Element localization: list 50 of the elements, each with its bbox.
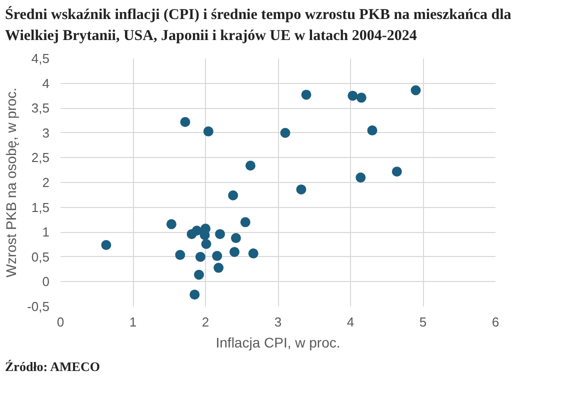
text: Źródło: AMECO	[5, 358, 100, 376]
y-tick-label: 2	[42, 174, 50, 190]
point	[215, 228, 225, 239]
point	[356, 172, 366, 182]
point	[280, 128, 290, 138]
point	[201, 238, 212, 249]
point	[214, 262, 224, 273]
point	[101, 240, 112, 250]
point	[296, 184, 306, 194]
point	[180, 116, 190, 127]
y-tick-label: 2,5	[31, 150, 50, 166]
point	[301, 90, 312, 100]
point	[248, 248, 258, 258]
point	[190, 289, 200, 300]
chart-title: Średni wskaźnik inflacji (CPI) i średnie tempo wzrostu PKB na mieszkańca dla Wielkiej Brytanii, USA, Japonii i krajów UE w latach 2004-2024	[5, 5, 512, 46]
point	[392, 166, 402, 176]
point	[228, 190, 238, 200]
x-tick-label: 4	[346, 314, 354, 330]
point	[367, 125, 378, 136]
y-tick-label: 0,5	[31, 249, 50, 264]
point	[245, 160, 256, 170]
y-tick-label: -0,5	[27, 298, 50, 314]
point	[348, 90, 358, 101]
y-axis-title: Wzrost PKB na osobę, w proc.	[3, 87, 20, 278]
point	[356, 92, 366, 103]
x-axis-title: Inflacja CPI, w proc.	[216, 334, 340, 350]
x-tick-label: 5	[419, 314, 427, 330]
y-tick-label: 3	[42, 125, 50, 140]
y-tick-label: 4	[42, 76, 50, 91]
point	[195, 252, 206, 262]
y-tick-label: 3,5	[31, 100, 50, 116]
x-tick-label: 1	[129, 314, 137, 330]
point	[166, 219, 176, 229]
point	[240, 217, 250, 228]
y-tick-label: 0	[42, 274, 50, 290]
point	[203, 126, 214, 136]
point	[194, 270, 204, 280]
point	[175, 250, 186, 260]
point	[212, 250, 222, 261]
x-tick-label: 2	[202, 314, 210, 330]
y-tick-label: 4,5	[31, 50, 50, 66]
point	[410, 85, 421, 96]
x-tick-label: 0	[56, 314, 64, 330]
y-tick-label: 1,5	[31, 200, 50, 215]
x-tick-label: 3	[274, 314, 282, 330]
x-tick-label: 6	[492, 314, 500, 330]
point	[192, 225, 202, 236]
y-tick-label: 1	[42, 224, 50, 240]
point	[230, 232, 241, 243]
point	[230, 246, 240, 257]
